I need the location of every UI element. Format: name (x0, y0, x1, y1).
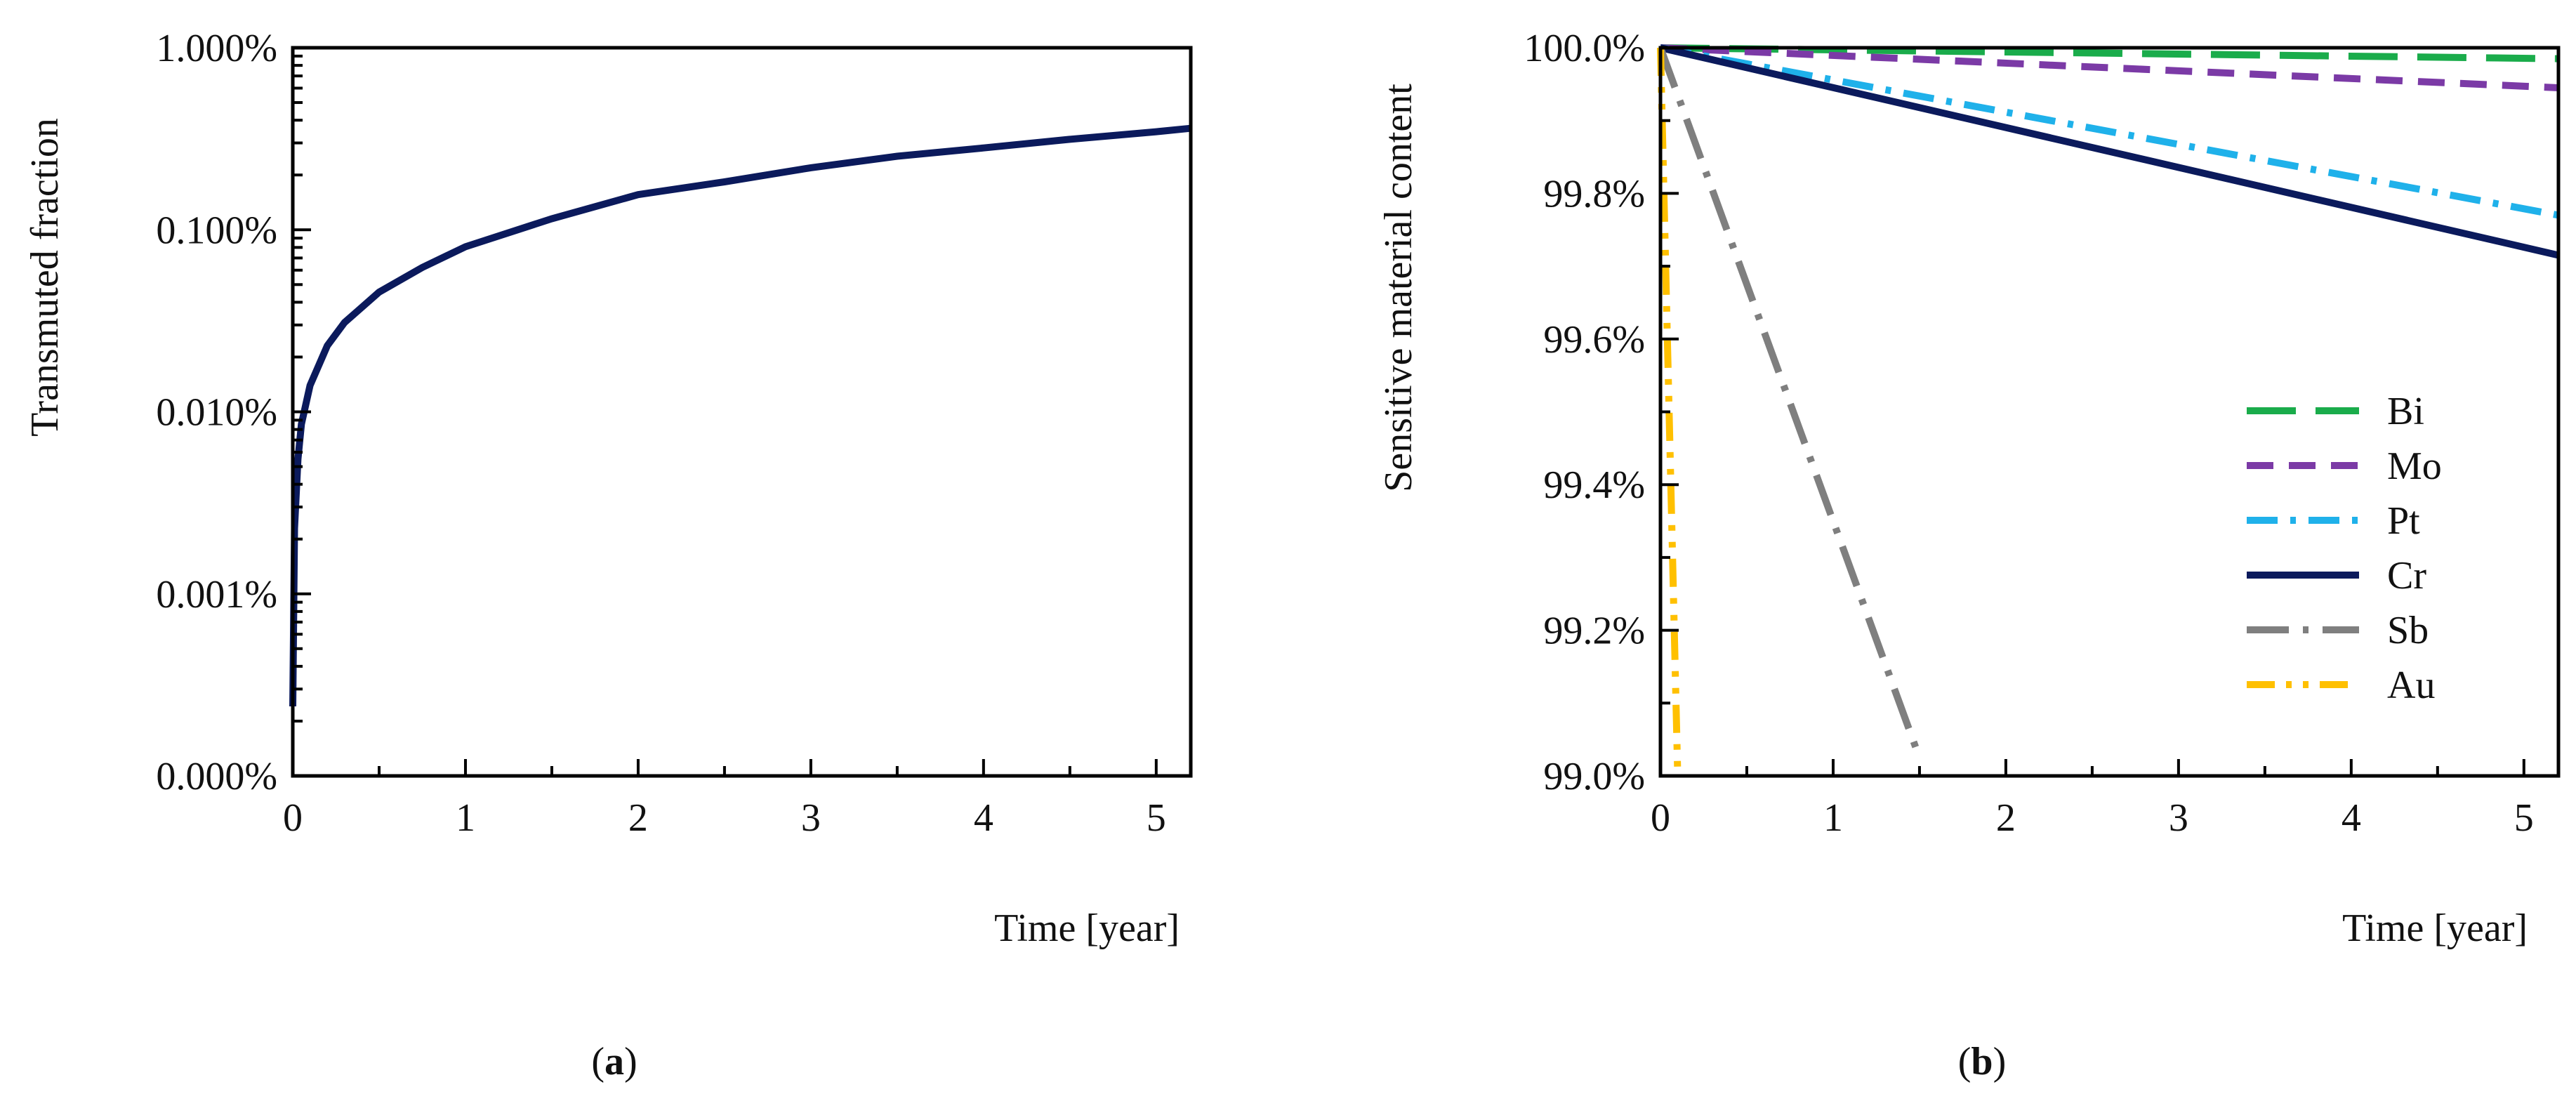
x-tick-label: 4 (974, 796, 993, 840)
x-tick-label: 0 (283, 796, 303, 840)
y-tick-label: 99.2% (1543, 609, 1645, 653)
panel-b-xlabel: Time [year] (2342, 906, 2528, 950)
x-tick-label: 5 (2514, 796, 2534, 840)
y-tick-label: 0.000% (156, 755, 277, 798)
series-line-pt (1660, 44, 2559, 219)
panel-b-legend: Bi Mo Pt Cr Sb Au (2247, 390, 2442, 707)
series-line-cr (1659, 44, 2560, 259)
panel-b-label: b (1971, 1040, 1993, 1083)
series-line-au (1657, 47, 1682, 777)
series-line-sb (1657, 46, 1923, 759)
x-tick-label: 2 (628, 796, 648, 840)
x-tick-label: 1 (1823, 796, 1843, 840)
x-tick-label: 0 (1651, 796, 1670, 840)
panel-b-chart: 0 1 2 3 4 5 99.0% 99.2% 99.4% 99.6% 99.8% 100.0% Se… (1377, 27, 2561, 1083)
x-tick-label: 4 (2341, 796, 2361, 840)
y-tick-label: 99.8% (1543, 172, 1645, 216)
panel-a-ticks: 0 1 2 3 4 5 0.000% 0.001% 0.010% 0.100% 1.000% (156, 27, 1165, 840)
y-tick-label: 99.6% (1543, 318, 1645, 362)
series-line-mo (1660, 44, 2559, 91)
y-tick-label: 0.001% (156, 573, 277, 617)
panel-b-ylabel: Sensitive material content (1377, 84, 1420, 492)
y-tick-label: 100.0% (1524, 27, 1645, 70)
panel-a-plot-frame (291, 46, 1193, 778)
panel-b-ticks: 0 1 2 3 4 5 99.0% 99.2% 99.4% 99.6% 99.8% 100.0% (1524, 27, 2533, 840)
legend-label-cr: Cr (2387, 554, 2426, 598)
panel-a-label: a (605, 1040, 624, 1083)
panel-a-xlabel: Time [year] (994, 906, 1180, 950)
series-line-transmuted-fraction (289, 124, 1191, 707)
panel-a-caption: (a) (591, 1040, 637, 1083)
x-tick-label: 1 (456, 796, 475, 840)
legend-label-mo: Mo (2387, 444, 2442, 488)
panel-b-caption: (b) (1958, 1040, 2006, 1083)
legend-label-sb: Sb (2387, 609, 2429, 652)
y-tick-label: 0.010% (156, 391, 277, 435)
panel-a-chart: 0 1 2 3 4 5 0.000% 0.001% 0.010% 0.100% 1.000% Tra… (23, 27, 1193, 1083)
x-tick-label: 5 (1147, 796, 1166, 840)
panel-b-series-group (1657, 44, 2560, 777)
panel-a-series-group (289, 124, 1191, 707)
y-tick-label: 99.0% (1543, 755, 1645, 798)
x-tick-label: 2 (1996, 796, 2016, 840)
legend-label-pt: Pt (2387, 499, 2420, 543)
legend-label-au: Au (2387, 664, 2435, 707)
y-tick-label: 99.4% (1543, 463, 1645, 507)
series-line-bi (1660, 44, 2559, 62)
x-tick-label: 3 (801, 796, 821, 840)
legend-label-bi: Bi (2387, 390, 2424, 433)
panel-a-ylabel: Transmuted fraction (23, 118, 67, 437)
y-tick-label: 0.100% (156, 209, 277, 252)
y-tick-label: 1.000% (156, 27, 277, 70)
x-tick-label: 3 (2169, 796, 2188, 840)
